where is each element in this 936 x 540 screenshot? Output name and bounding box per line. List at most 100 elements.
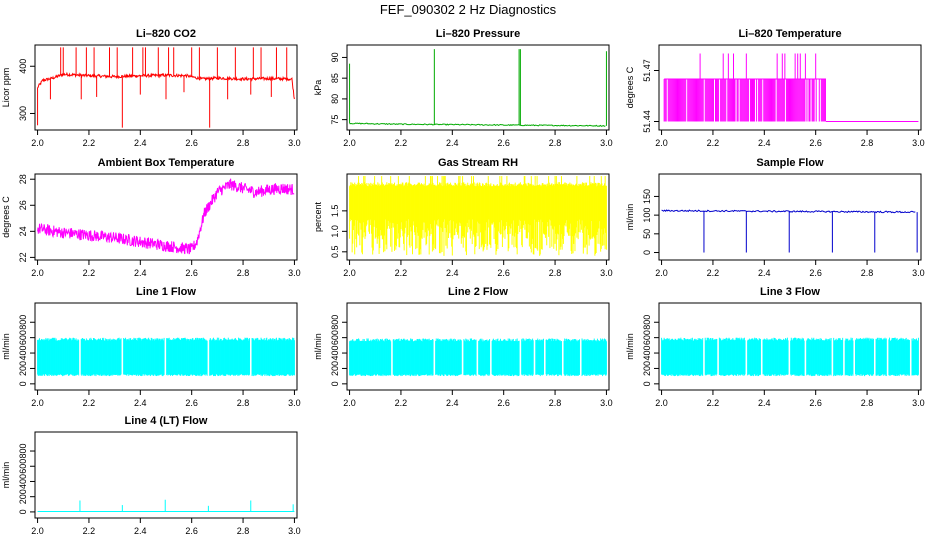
y-tick-label: 400 xyxy=(18,346,28,361)
x-tick-label: 2.0 xyxy=(655,268,668,278)
plot-frame xyxy=(658,44,922,131)
chart-panel-7: Line 1 Flow ml/min 2.0 2.2 2.4 2.6 2.8 3.0 0 2004… xyxy=(1,286,301,408)
x-tick-label: 3.0 xyxy=(288,138,301,148)
y-tick-label: 150 xyxy=(642,189,652,204)
x-tick-label: 2.6 xyxy=(497,398,510,408)
x-tick-label: 2.4 xyxy=(134,526,147,536)
x-tick-label: 2.4 xyxy=(446,398,459,408)
x-tick-label: 2.0 xyxy=(343,138,356,148)
chart-title: Li–820 Pressure xyxy=(436,28,520,40)
y-axis-label: ml/min xyxy=(1,333,11,360)
plot-frame xyxy=(34,173,298,261)
y-tick-label: 400 xyxy=(330,346,340,361)
co2-trace xyxy=(37,71,295,100)
x-tick-label: 2.0 xyxy=(343,268,356,278)
x-tick-label: 2.8 xyxy=(861,398,874,408)
series-line xyxy=(37,499,295,513)
y-tick-label: 0 xyxy=(18,509,28,514)
series-line xyxy=(349,49,607,127)
x-tick-label: 2.2 xyxy=(395,398,408,408)
x-tick-label: 2.2 xyxy=(83,526,96,536)
y-tick-label: 0 xyxy=(330,381,340,386)
x-tick-label: 2.0 xyxy=(655,398,668,408)
series-line xyxy=(661,209,918,253)
y-tick-label: 0 xyxy=(18,381,28,386)
x-tick-label: 2.2 xyxy=(83,138,96,148)
series-line xyxy=(37,337,295,377)
chart-panel-8: Line 2 Flow ml/min 2.0 2.2 2.4 2.6 2.8 3.0 0 2004… xyxy=(313,286,613,408)
x-tick-label: 2.6 xyxy=(497,138,510,148)
y-axis-label: ml/min xyxy=(313,333,323,360)
plot-frame xyxy=(34,44,298,131)
x-tick-label: 2.0 xyxy=(343,398,356,408)
x-tick-label: 2.8 xyxy=(549,398,562,408)
y-tick-label: 50 xyxy=(642,229,652,239)
y-axis-label: kPa xyxy=(313,80,323,96)
x-tick-label: 2.4 xyxy=(134,398,147,408)
x-tick-label: 2.8 xyxy=(237,526,250,536)
x-tick-label: 2.6 xyxy=(185,526,198,536)
y-tick-label: 28 xyxy=(18,174,28,184)
series-line xyxy=(349,338,607,377)
y-axis-label: degrees C xyxy=(1,196,11,238)
x-tick-label: 2.2 xyxy=(707,268,720,278)
x-tick-label: 2.4 xyxy=(134,138,147,148)
y-tick-label: 800 xyxy=(18,444,28,459)
x-tick-label: 2.0 xyxy=(31,268,44,278)
y-tick-label: 1.0 xyxy=(330,225,340,238)
series-line xyxy=(349,176,607,256)
plot-frame xyxy=(658,173,922,261)
x-tick-label: 3.0 xyxy=(600,268,613,278)
x-tick-label: 2.8 xyxy=(237,398,250,408)
x-tick-label: 2.4 xyxy=(446,268,459,278)
plot-frame xyxy=(346,173,610,261)
x-tick-label: 2.2 xyxy=(707,398,720,408)
chart-title: Line 1 Flow xyxy=(136,286,196,298)
x-tick-label: 2.6 xyxy=(185,268,198,278)
x-tick-label: 3.0 xyxy=(288,526,301,536)
y-tick-label: 0 xyxy=(642,381,652,386)
x-tick-label: 2.4 xyxy=(134,268,147,278)
chart-title: Li–820 Temperature xyxy=(738,28,841,40)
y-tick-label: 200 xyxy=(642,361,652,376)
y-tick-label: 600 xyxy=(642,330,652,345)
y-tick-label: 800 xyxy=(330,315,340,330)
x-tick-label: 2.0 xyxy=(31,398,44,408)
chart-title: Ambient Box Temperature xyxy=(98,157,235,169)
y-tick-label: 80 xyxy=(330,94,340,104)
chart-panel-5: Gas Stream RH percent 2.0 2.2 2.4 2.6 2.8 3.0 0.… xyxy=(313,157,613,278)
y-axis-label: ml/min xyxy=(1,462,11,489)
x-tick-label: 2.8 xyxy=(549,268,562,278)
y-tick-label: 0.5 xyxy=(330,246,340,259)
x-tick-label: 2.4 xyxy=(758,138,771,148)
x-tick-label: 2.6 xyxy=(185,398,198,408)
y-tick-label: 24 xyxy=(18,226,28,236)
y-tick-label: 75 xyxy=(330,115,340,125)
x-tick-label: 2.8 xyxy=(237,138,250,148)
pressure-trace xyxy=(349,122,606,127)
chart-panel-9: Line 3 Flow ml/min 2.0 2.2 2.4 2.6 2.8 3.0 0 2004… xyxy=(625,286,925,408)
y-axis-label: ml/min xyxy=(625,333,635,360)
x-tick-label: 2.8 xyxy=(237,268,250,278)
x-tick-label: 2.2 xyxy=(83,398,96,408)
x-tick-label: 2.8 xyxy=(549,138,562,148)
y-tick-label: 51.44 xyxy=(642,110,652,133)
y-tick-label: 300 xyxy=(18,106,28,121)
chart-title: Line 3 Flow xyxy=(760,286,820,298)
ambient-temp-trace xyxy=(37,178,295,255)
y-tick-label: 800 xyxy=(18,315,28,330)
x-tick-label: 2.2 xyxy=(395,138,408,148)
chart-title: Line 4 (LT) Flow xyxy=(125,415,208,427)
plot-frame xyxy=(346,302,610,391)
x-tick-label: 3.0 xyxy=(912,138,925,148)
y-axis-label: percent xyxy=(313,201,323,232)
y-tick-label: 85 xyxy=(330,73,340,83)
x-tick-label: 2.0 xyxy=(31,138,44,148)
y-axis-label: Licor ppm xyxy=(1,68,11,108)
x-tick-label: 2.6 xyxy=(809,398,822,408)
y-tick-label: 800 xyxy=(642,315,652,330)
chart-title: Gas Stream RH xyxy=(438,157,518,169)
y-tick-label: 600 xyxy=(18,459,28,474)
plot-frame xyxy=(34,302,298,391)
